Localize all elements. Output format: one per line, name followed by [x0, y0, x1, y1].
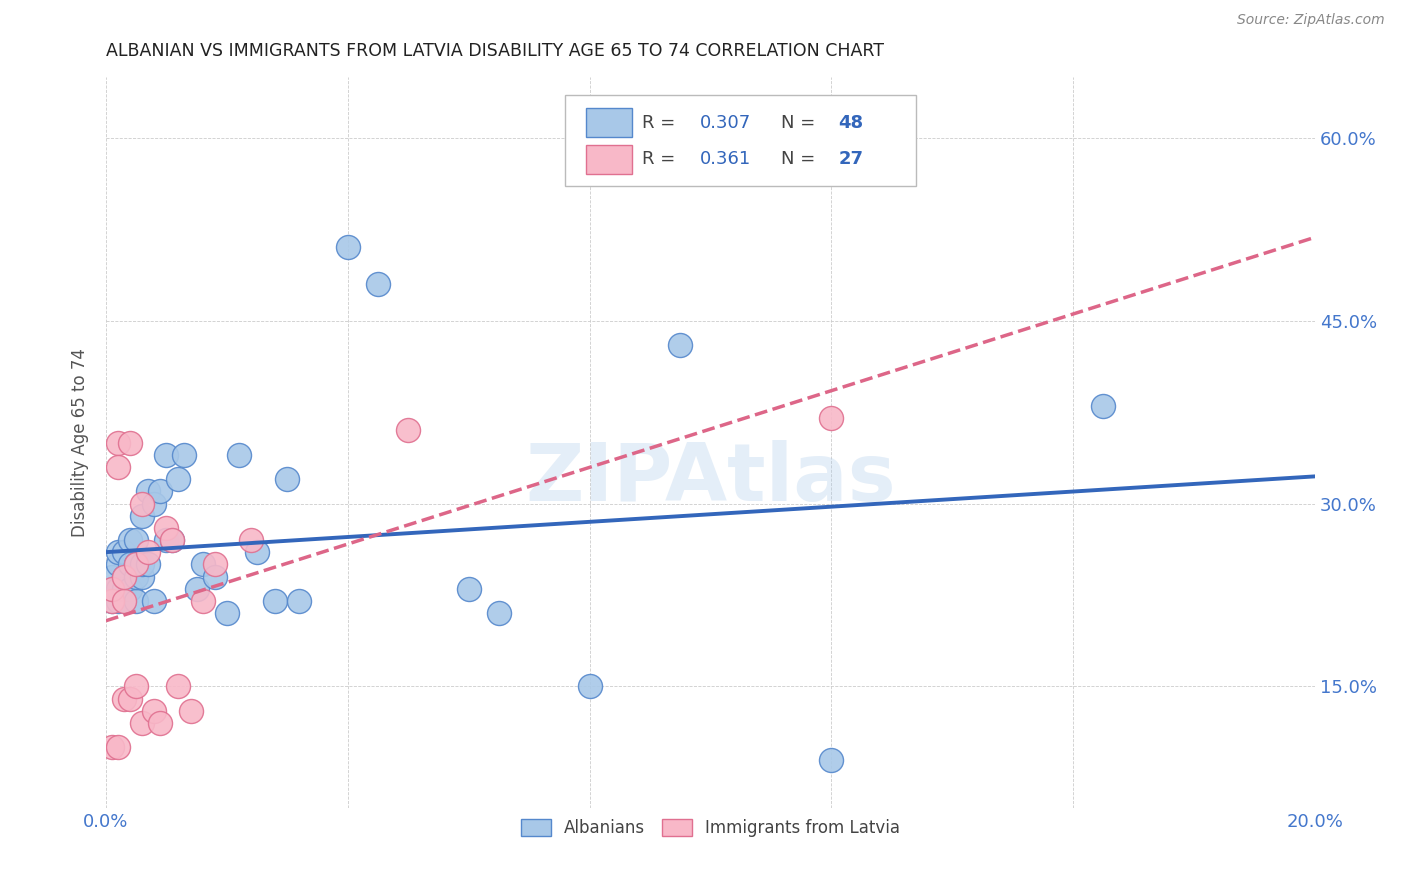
Point — [125, 533, 148, 547]
FancyBboxPatch shape — [565, 95, 915, 186]
Point — [101, 570, 124, 584]
Point — [578, 680, 600, 694]
FancyBboxPatch shape — [586, 145, 631, 174]
Point — [112, 594, 135, 608]
Point — [155, 521, 177, 535]
Point — [288, 594, 311, 608]
Point — [107, 459, 129, 474]
Text: 0.307: 0.307 — [700, 113, 751, 132]
Point — [136, 545, 159, 559]
Point — [149, 484, 172, 499]
Point — [131, 558, 153, 572]
Text: ZIPAtlas: ZIPAtlas — [524, 440, 896, 518]
Point — [131, 716, 153, 731]
Point — [120, 582, 142, 596]
Point — [112, 570, 135, 584]
Point — [136, 484, 159, 499]
Y-axis label: Disability Age 65 to 74: Disability Age 65 to 74 — [72, 348, 89, 537]
Point — [143, 496, 166, 510]
Point — [173, 448, 195, 462]
Point — [180, 704, 202, 718]
Point — [669, 338, 692, 352]
Point — [101, 594, 124, 608]
Point — [162, 533, 184, 547]
Point — [112, 594, 135, 608]
Point — [107, 545, 129, 559]
Point — [120, 691, 142, 706]
Point — [112, 691, 135, 706]
Point — [457, 582, 479, 596]
Point — [112, 582, 135, 596]
Point — [125, 558, 148, 572]
Point — [107, 558, 129, 572]
Point — [204, 558, 226, 572]
Point — [246, 545, 269, 559]
FancyBboxPatch shape — [586, 108, 631, 137]
Point — [367, 277, 389, 291]
Point — [155, 448, 177, 462]
Point — [120, 558, 142, 572]
Point — [125, 680, 148, 694]
Point — [107, 435, 129, 450]
Point — [143, 704, 166, 718]
Point — [149, 716, 172, 731]
Point — [120, 533, 142, 547]
Point — [167, 472, 190, 486]
Point — [101, 594, 124, 608]
Point — [131, 508, 153, 523]
Text: Source: ZipAtlas.com: Source: ZipAtlas.com — [1237, 13, 1385, 28]
Point — [125, 594, 148, 608]
Point — [120, 435, 142, 450]
Point — [162, 533, 184, 547]
Point — [107, 582, 129, 596]
Point — [336, 240, 359, 254]
Text: 48: 48 — [838, 113, 863, 132]
Point — [107, 740, 129, 755]
Text: ALBANIAN VS IMMIGRANTS FROM LATVIA DISABILITY AGE 65 TO 74 CORRELATION CHART: ALBANIAN VS IMMIGRANTS FROM LATVIA DISAB… — [105, 42, 884, 60]
Point — [101, 582, 124, 596]
Point — [264, 594, 287, 608]
Text: N =: N = — [780, 150, 821, 169]
Point — [101, 582, 124, 596]
Point — [240, 533, 263, 547]
Point — [125, 570, 148, 584]
Point — [136, 558, 159, 572]
Text: 0.361: 0.361 — [700, 150, 751, 169]
Point — [191, 558, 214, 572]
Point — [396, 423, 419, 437]
Point — [820, 411, 842, 425]
Point — [820, 753, 842, 767]
Point — [276, 472, 298, 486]
Point — [131, 570, 153, 584]
Point — [215, 607, 238, 621]
Point — [125, 558, 148, 572]
Point — [191, 594, 214, 608]
Point — [155, 533, 177, 547]
Text: R =: R = — [641, 113, 681, 132]
Point — [186, 582, 208, 596]
Point — [112, 570, 135, 584]
Point — [204, 570, 226, 584]
Point — [1092, 399, 1115, 413]
Point — [101, 740, 124, 755]
Point — [488, 607, 510, 621]
Point — [167, 680, 190, 694]
Text: R =: R = — [641, 150, 686, 169]
Text: N =: N = — [780, 113, 821, 132]
Point — [107, 594, 129, 608]
Point — [112, 545, 135, 559]
Point — [228, 448, 250, 462]
Point — [131, 496, 153, 510]
Legend: Albanians, Immigrants from Latvia: Albanians, Immigrants from Latvia — [515, 813, 907, 844]
Text: 27: 27 — [838, 150, 863, 169]
Point — [143, 594, 166, 608]
